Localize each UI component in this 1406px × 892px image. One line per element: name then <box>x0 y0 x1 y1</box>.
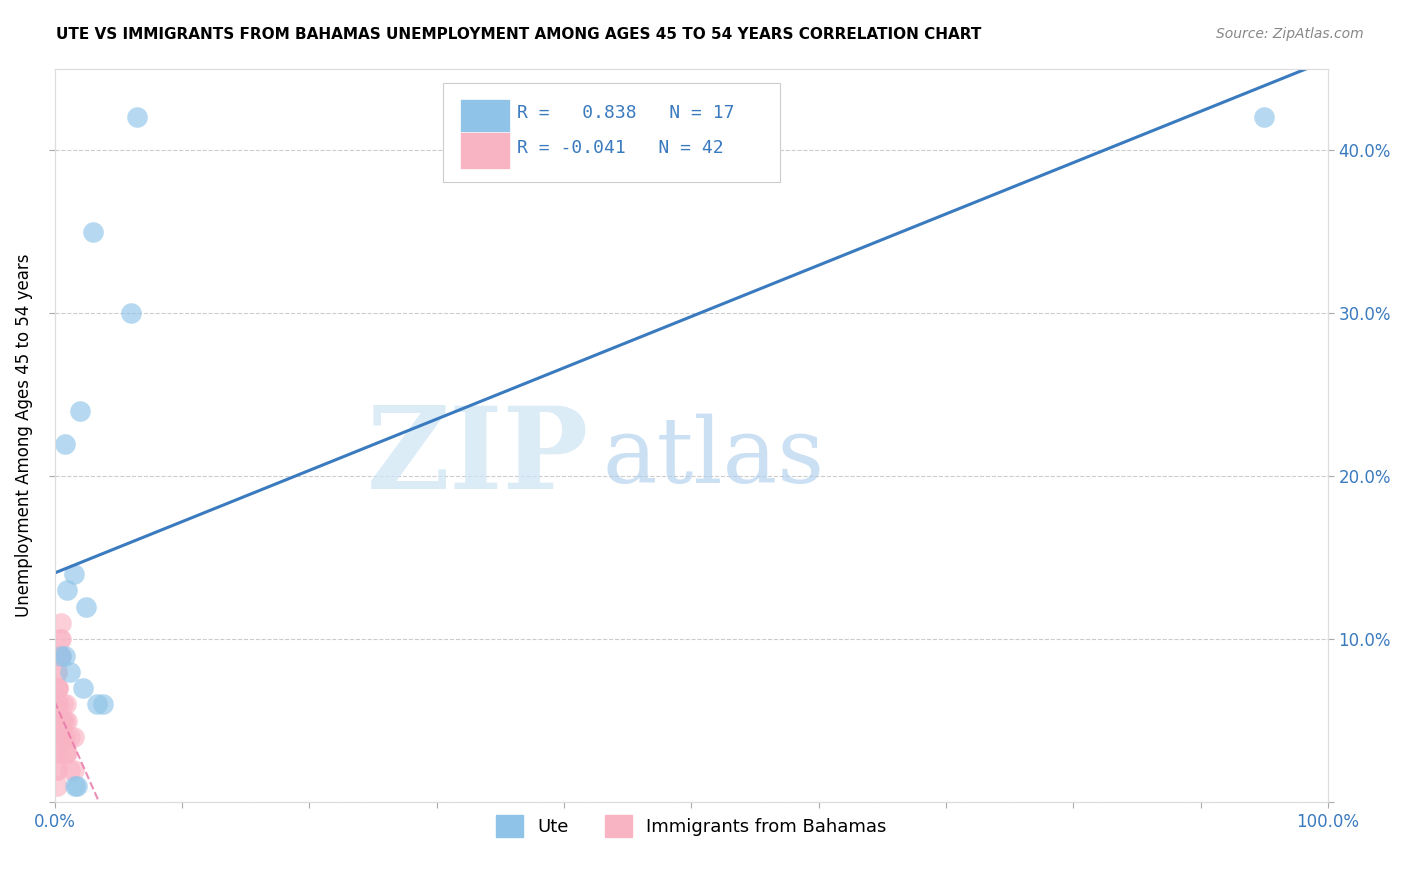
Point <box>49 714 72 728</box>
Point <box>52 714 75 728</box>
Point <box>55 747 77 761</box>
Text: UTE VS IMMIGRANTS FROM BAHAMAS UNEMPLOYMENT AMONG AGES 45 TO 54 YEARS CORRELATIO: UTE VS IMMIGRANTS FROM BAHAMAS UNEMPLOYM… <box>56 27 981 42</box>
Point <box>66 779 89 793</box>
Point <box>46 681 69 695</box>
Point <box>46 779 69 793</box>
Point <box>56 747 79 761</box>
Point <box>46 763 69 777</box>
Point <box>52 698 75 712</box>
Point <box>51 730 73 744</box>
Point <box>62 566 84 581</box>
Point <box>46 681 69 695</box>
Point <box>46 681 69 695</box>
Point <box>46 681 69 695</box>
Text: atlas: atlas <box>602 413 824 501</box>
Text: R = -0.041   N = 42: R = -0.041 N = 42 <box>517 139 724 157</box>
Point <box>82 225 104 239</box>
Point <box>75 599 97 614</box>
Point <box>91 698 114 712</box>
Point <box>53 436 76 450</box>
Point <box>49 615 72 630</box>
Point <box>62 763 84 777</box>
Legend: Ute, Immigrants from Bahamas: Ute, Immigrants from Bahamas <box>489 808 894 845</box>
Point <box>1253 111 1275 125</box>
Point <box>46 730 69 744</box>
Point <box>56 583 79 598</box>
Point <box>48 632 70 647</box>
Point <box>86 698 108 712</box>
Point <box>46 698 69 712</box>
Point <box>63 779 86 793</box>
Point <box>46 714 69 728</box>
Point <box>46 747 69 761</box>
Point <box>49 632 72 647</box>
Point <box>53 730 76 744</box>
FancyBboxPatch shape <box>460 99 510 136</box>
Point <box>46 747 69 761</box>
Point <box>49 648 72 663</box>
Point <box>62 730 84 744</box>
Point <box>48 648 70 663</box>
Point <box>53 648 76 663</box>
Point <box>46 698 69 712</box>
Text: ZIP: ZIP <box>367 402 589 513</box>
Point <box>56 714 79 728</box>
Text: Source: ZipAtlas.com: Source: ZipAtlas.com <box>1216 27 1364 41</box>
Point <box>46 665 69 679</box>
Point <box>127 111 149 125</box>
Point <box>48 730 70 744</box>
Point <box>72 681 94 695</box>
Point <box>53 714 76 728</box>
Point <box>46 730 69 744</box>
Point <box>48 714 70 728</box>
Y-axis label: Unemployment Among Ages 45 to 54 years: Unemployment Among Ages 45 to 54 years <box>15 253 32 617</box>
Point <box>46 698 69 712</box>
Point <box>59 763 82 777</box>
Point <box>69 404 91 418</box>
Point <box>53 747 76 761</box>
Point <box>59 730 82 744</box>
Point <box>46 763 69 777</box>
Point <box>51 714 73 728</box>
Point <box>46 698 69 712</box>
Point <box>59 665 82 679</box>
Point <box>55 698 77 712</box>
Point <box>49 648 72 663</box>
Point <box>46 714 69 728</box>
Point <box>46 665 69 679</box>
Point <box>120 306 142 320</box>
Text: R =   0.838   N = 17: R = 0.838 N = 17 <box>517 103 734 121</box>
FancyBboxPatch shape <box>460 132 510 169</box>
FancyBboxPatch shape <box>443 83 780 182</box>
